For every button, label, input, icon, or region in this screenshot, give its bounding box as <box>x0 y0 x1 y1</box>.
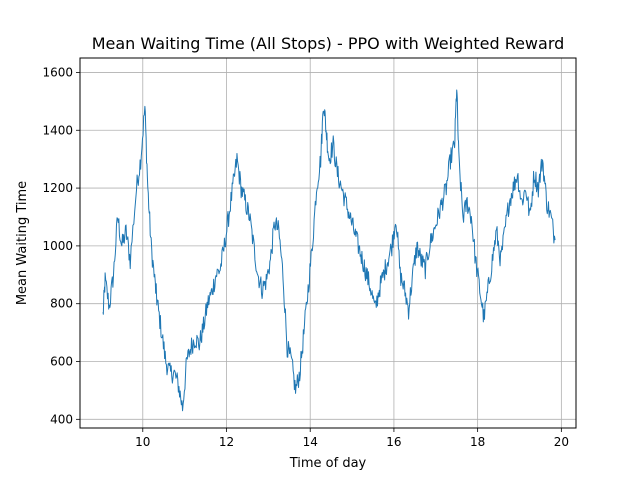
grid <box>80 58 576 428</box>
x-tick-label: 14 <box>303 435 318 449</box>
y-axis: 400 600 800 1000 1200 1400 1600 <box>42 65 80 426</box>
x-tick-label: 12 <box>219 435 234 449</box>
y-tick-label: 1000 <box>42 239 73 253</box>
x-tick-label: 20 <box>554 435 569 449</box>
y-tick-label: 1400 <box>42 123 73 137</box>
chart-title: Mean Waiting Time (All Stops) - PPO with… <box>92 34 565 53</box>
x-axis-label: Time of day <box>289 456 367 471</box>
x-tick-label: 16 <box>386 435 401 449</box>
y-tick-label: 400 <box>50 412 73 426</box>
y-tick-label: 800 <box>50 297 73 311</box>
x-tick-label: 10 <box>135 435 150 449</box>
plot-frame <box>79 57 577 429</box>
x-axis: 10 12 14 16 18 20 <box>135 428 569 449</box>
series-line <box>102 89 556 412</box>
x-tick-label: 18 <box>470 435 485 449</box>
y-tick-label: 1600 <box>42 65 73 79</box>
y-axis-label: Mean Waiting Time <box>15 181 30 305</box>
y-tick-label: 1200 <box>42 181 73 195</box>
series-layer <box>102 89 556 412</box>
y-tick-label: 600 <box>50 355 73 369</box>
